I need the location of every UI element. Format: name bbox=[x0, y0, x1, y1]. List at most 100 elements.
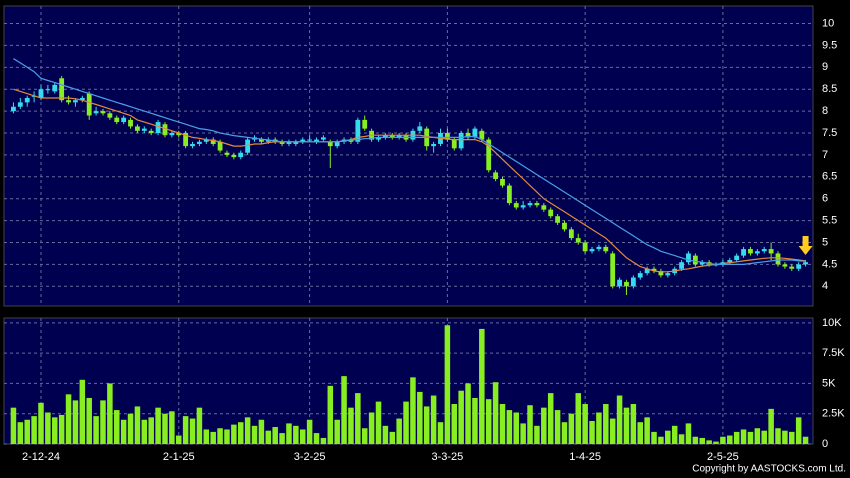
candle-body bbox=[630, 277, 636, 287]
volume-bar bbox=[706, 440, 712, 444]
candle-body bbox=[52, 84, 58, 92]
volume-bar bbox=[169, 411, 175, 444]
candle-body bbox=[203, 139, 209, 142]
candle-body bbox=[431, 143, 437, 147]
volume-bar bbox=[727, 435, 733, 444]
volume-bar bbox=[740, 429, 747, 444]
candle-body bbox=[465, 133, 471, 138]
x-tick-label: 2-5-25 bbox=[707, 451, 739, 463]
candle-body bbox=[121, 117, 127, 123]
volume-bar bbox=[175, 435, 182, 444]
volume-bar bbox=[403, 401, 409, 444]
volume-bar bbox=[258, 419, 265, 444]
candle-body bbox=[527, 203, 533, 206]
volume-bar bbox=[361, 428, 368, 444]
volume-tick-label: 0 bbox=[822, 438, 828, 450]
volume-tick-label: 2.5K bbox=[822, 408, 845, 420]
volume-bar bbox=[596, 412, 602, 444]
candle-body bbox=[754, 251, 760, 254]
candle-body bbox=[734, 255, 740, 261]
volume-bar bbox=[31, 416, 37, 444]
candle-body bbox=[183, 133, 189, 147]
volume-bar bbox=[547, 393, 554, 444]
candle-body bbox=[562, 222, 567, 230]
candle-body bbox=[506, 185, 512, 204]
volume-bar bbox=[630, 404, 637, 444]
candle-body bbox=[451, 139, 457, 149]
volume-bar bbox=[327, 385, 334, 444]
volume-bar bbox=[217, 428, 223, 444]
candle-body bbox=[11, 106, 16, 112]
volume-bar bbox=[24, 419, 30, 444]
volume-bar bbox=[637, 422, 644, 444]
volume-bar bbox=[93, 416, 99, 444]
volume-bar bbox=[430, 395, 437, 444]
candle-body bbox=[114, 117, 120, 123]
x-tick-label: 3-3-25 bbox=[431, 451, 463, 463]
candle-body bbox=[17, 102, 23, 107]
volume-bar bbox=[293, 425, 299, 444]
volume-bar bbox=[114, 410, 120, 444]
x-tick-label: 2-1-25 bbox=[163, 451, 195, 463]
volume-bar bbox=[100, 400, 106, 444]
x-tick-label: 1-4-25 bbox=[569, 451, 601, 463]
candle-body bbox=[472, 128, 478, 138]
candle-body bbox=[637, 273, 643, 278]
volume-bar bbox=[265, 430, 272, 444]
volume-bar bbox=[603, 404, 609, 444]
volume-bar bbox=[685, 423, 692, 444]
volume-bar bbox=[747, 431, 754, 444]
candle-body bbox=[589, 249, 595, 252]
volume-bar bbox=[513, 412, 520, 444]
candle-body bbox=[73, 100, 78, 103]
volume-bar bbox=[182, 416, 189, 444]
volume-bar bbox=[279, 433, 285, 444]
volume-bar bbox=[52, 417, 58, 444]
candle-body bbox=[307, 139, 313, 141]
volume-bar bbox=[720, 436, 726, 444]
volume-bar bbox=[334, 419, 340, 444]
volume-bar bbox=[368, 412, 375, 444]
y-tick-label: 5.5 bbox=[822, 215, 837, 227]
y-tick-label: 4.5 bbox=[822, 258, 837, 270]
candle-body bbox=[796, 264, 802, 269]
volume-bar bbox=[155, 407, 161, 444]
candle-body bbox=[789, 266, 795, 269]
x-tick-label: 2-12-24 bbox=[22, 451, 60, 463]
y-tick-label: 5 bbox=[822, 236, 828, 248]
volume-bar bbox=[107, 383, 113, 444]
candle-body bbox=[231, 154, 237, 158]
candle-body bbox=[458, 133, 464, 149]
volume-bar bbox=[272, 427, 278, 444]
candle-body bbox=[59, 78, 65, 101]
candle-body bbox=[658, 270, 664, 276]
candle-body bbox=[79, 97, 85, 101]
price-panel bbox=[3, 5, 814, 307]
candle-body bbox=[334, 141, 340, 147]
volume-bar bbox=[506, 410, 513, 444]
candle-body bbox=[651, 268, 657, 271]
volume-bar bbox=[72, 400, 79, 444]
candle-body bbox=[500, 178, 505, 186]
candle-body bbox=[197, 141, 202, 144]
candle-body bbox=[265, 139, 271, 142]
volume-bar bbox=[671, 425, 678, 444]
volume-bar bbox=[299, 429, 306, 444]
candle-body bbox=[520, 205, 526, 208]
y-tick-label: 9.5 bbox=[822, 39, 837, 51]
volume-bar bbox=[286, 423, 292, 444]
volume-bar bbox=[251, 425, 258, 444]
volume-bar bbox=[582, 404, 588, 444]
candle-body bbox=[541, 205, 547, 210]
candle-body bbox=[644, 268, 650, 274]
candle-body bbox=[128, 119, 133, 127]
candle-body bbox=[355, 119, 361, 142]
candle-body bbox=[148, 130, 154, 134]
candle-body bbox=[727, 260, 733, 263]
x-tick-label: 3-2-25 bbox=[294, 451, 326, 463]
volume-bar bbox=[382, 425, 389, 444]
candle-body bbox=[135, 126, 140, 131]
volume-bar bbox=[499, 404, 506, 444]
candle-body bbox=[238, 152, 244, 158]
volume-bar bbox=[231, 424, 237, 444]
